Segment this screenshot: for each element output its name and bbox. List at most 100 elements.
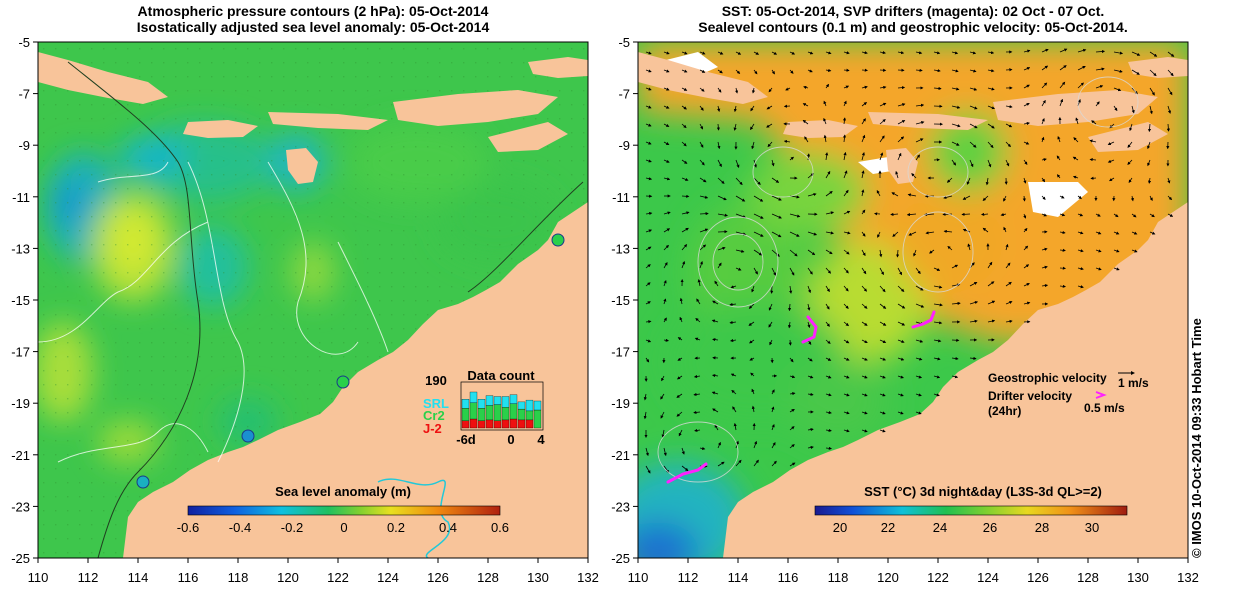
drifter-velocity-label: Drifter velocity [988,389,1072,403]
lon-tick-label: 124 [977,570,999,585]
sla-colorbar-label: Sea level anomaly (m) [275,484,411,499]
sla-tick: 0 [340,520,347,535]
velocity-arrow [788,339,792,346]
left-title-line2: Isostatically adjusted sea level anomaly… [136,19,490,35]
lat-tick-label: -23 [11,499,30,514]
sla-tick: 0.2 [387,520,405,535]
data-count-title: Data count [467,368,535,383]
data-count-bar [517,419,526,429]
lon-tick-label: 124 [377,570,399,585]
data-count-bar [517,408,526,421]
lon-tick-label: 118 [828,570,849,585]
sst-tick: 28 [1035,520,1049,535]
sst-tick: 20 [833,520,847,535]
data-count-xlabel: -6d [456,432,476,447]
geo-velocity-scale: 1 m/s [1118,376,1149,390]
data-count-bar [517,401,526,410]
data-count-bar [525,419,534,429]
data-count-bar [493,404,502,421]
right-title-line1: SST: 05-Oct-2014, SVP drifters (magenta)… [721,3,1105,19]
sla-colorbar [187,505,501,516]
lat-tick-label: -17 [11,345,30,360]
data-count-bar [525,399,534,412]
sst-tick: 30 [1085,520,1099,535]
lat-tick-label: -15 [611,293,630,308]
lat-tick-label: -19 [611,396,630,411]
data-count-bar [469,391,478,403]
lon-tick-label: 126 [427,570,449,585]
lat-tick-label: -23 [611,499,630,514]
data-count-bar [461,408,470,421]
lon-tick-label: 114 [128,570,149,585]
lat-tick-label: -11 [612,190,630,205]
lon-tick-label: 116 [778,570,799,585]
lat-tick-label: -21 [11,448,30,463]
sst-colorbar-label: SST (°C) 3d night&day (L3S-3d QL>=2) [864,484,1102,499]
imos-credit: © IMOS 10-Oct-2014 09:33 Hobart Time [1189,318,1204,558]
lon-tick-label: 114 [728,570,749,585]
drifter-velocity-sublabel: (24hr) [988,404,1021,418]
data-count-bar [501,419,510,429]
lat-tick-label: -13 [611,241,630,256]
lat-tick-label: -19 [11,396,30,411]
velocity-arrow [843,68,850,72]
data-count-bar [477,420,486,429]
lon-tick-label: 116 [178,570,199,585]
lon-tick-label: 132 [577,570,599,585]
lon-tick-label: 112 [78,570,99,585]
drifter-velocity-scale: 0.5 m/s [1084,401,1125,415]
velocity-arrow [961,212,971,216]
lon-tick-label: 120 [877,570,899,585]
lat-tick-label: -9 [18,138,30,153]
sst-tick: 26 [983,520,997,535]
lat-tick-label: -11 [12,190,30,205]
data-count-bar [533,409,542,429]
data-count-bar [509,403,518,420]
lat-tick-label: -7 [18,87,30,102]
sla-tick: -0.4 [229,520,251,535]
data-count-bar [469,402,478,420]
lon-tick-label: 132 [1177,570,1199,585]
lat-tick-label: -21 [611,448,630,463]
lat-tick-label: -13 [11,241,30,256]
lon-tick-label: 122 [927,570,949,585]
lat-tick-label: -25 [611,551,630,566]
lat-tick-label: -17 [611,345,630,360]
data-count-xlabel: 0 [507,432,514,447]
data-count-legend-j2: J-2 [423,421,442,436]
data-count-bar [533,400,542,411]
sla-tick: -0.6 [177,520,199,535]
right-title-line2: Sealevel contours (0.1 m) and geostrophi… [698,19,1128,35]
lon-tick-label: 110 [628,570,649,585]
data-count-xlabel: 4 [537,432,545,447]
lat-tick-label: -7 [618,87,630,102]
data-count-bar [509,394,518,404]
geo-velocity-label: Geostrophic velocity [988,371,1107,385]
data-count-bar [485,405,494,421]
data-count-bar [485,395,494,406]
velocity-arrow [681,194,690,198]
data-count-bar [493,396,502,405]
lat-tick-label: -15 [11,293,30,308]
lat-tick-label: -5 [618,35,630,50]
left-title-line1: Atmospheric pressure contours (2 hPa): 0… [137,3,489,19]
data-count-bar [469,418,478,429]
lat-tick-label: -25 [11,551,30,566]
sst-colorbar [814,505,1128,516]
lon-tick-label: 128 [477,570,499,585]
data-count-bar [477,408,486,421]
data-count-bar [461,399,470,409]
lon-tick-label: 110 [28,570,49,585]
lon-tick-label: 118 [228,570,249,585]
lon-tick-label: 128 [1077,570,1099,585]
lon-tick-label: 126 [1027,570,1049,585]
lon-tick-label: 120 [277,570,299,585]
data-count-bar [501,407,510,421]
lon-tick-label: 112 [678,570,699,585]
sst-tick: 24 [933,520,947,535]
lat-tick-label: -5 [18,35,30,50]
data-count-ymax: 190 [425,373,447,388]
velocity-arrow [1090,176,1097,180]
data-count-bar [477,399,486,409]
lon-tick-label: 130 [1127,570,1149,585]
